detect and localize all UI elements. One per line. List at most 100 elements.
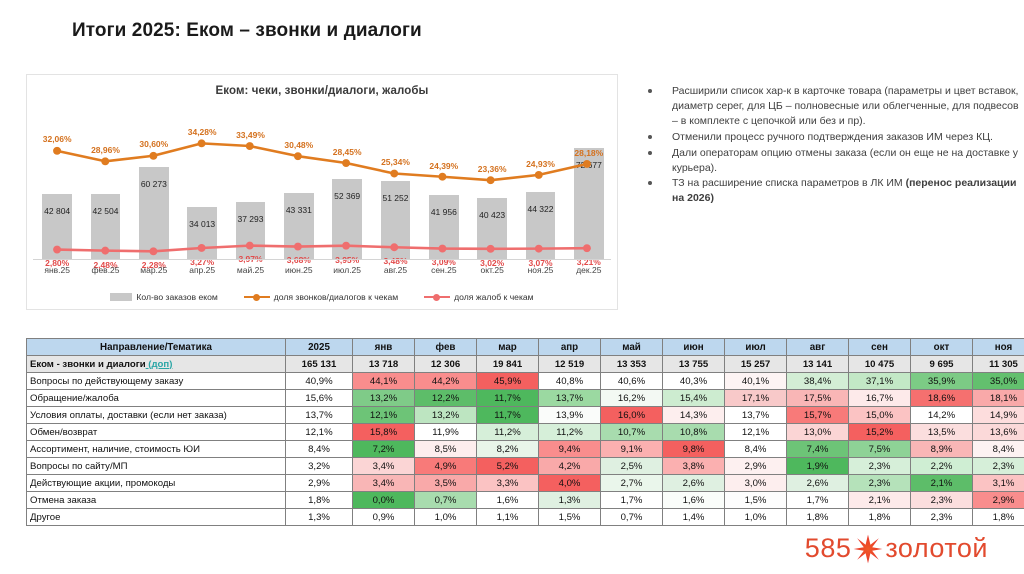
- legend-line-swatch: [424, 293, 451, 301]
- table-cell: 3,8%: [662, 457, 725, 475]
- table-cell: 4,2%: [538, 457, 601, 475]
- dop-link[interactable]: (доп): [145, 358, 173, 370]
- table-cell: 1,5%: [538, 508, 601, 526]
- table-header-янв: янв: [352, 338, 415, 356]
- table-cell: 1,1%: [476, 508, 539, 526]
- chart-point-label: 30,48%: [284, 139, 314, 150]
- table-cell: 8,4%: [285, 440, 353, 458]
- table-cell: 2,3%: [910, 491, 973, 509]
- table-row-label: Вопросы по сайту/МП: [26, 457, 286, 475]
- table-cell: 2,7%: [600, 474, 663, 492]
- chart-axis-line: [33, 259, 611, 260]
- table-row: Вопросы по сайту/МП 3,2% 3,4% 4,9% 5,2% 4,2% 2…: [26, 457, 1024, 475]
- table-cell: 1,6%: [476, 491, 539, 509]
- table-row-label: Обращение/жалоба: [26, 389, 286, 407]
- chart-point-label: 33,49%: [236, 129, 265, 140]
- table-cell: 15,7%: [786, 406, 849, 424]
- legend-item: доля звонков/диалогов к чекам: [243, 292, 398, 302]
- logo-word: золотой: [885, 533, 988, 563]
- table-cell: 2,9%: [724, 457, 787, 475]
- table-row: Другое 1,3% 0,9% 1,0% 1,1% 1,5% 0,7% 1,4% 1,0% 1,…: [26, 508, 1024, 526]
- chart-data-point: [582, 244, 591, 253]
- table-cell: 2,1%: [910, 474, 973, 492]
- table-header-row: Направление/Тематика 2025 янв фев мар апр май и…: [26, 338, 1024, 356]
- brand-logo: 585 золотой: [805, 533, 988, 564]
- table-row-label: Вопросы по действующему заказу: [26, 372, 286, 390]
- chart-bar-label: 41 956: [430, 207, 457, 218]
- chart-bar-label: 42 504: [92, 206, 119, 217]
- table-cell: 11,2%: [476, 423, 539, 441]
- table-row: Ассортимент, наличие, стоимость ЮИ 8,4% 7,…: [26, 440, 1024, 458]
- bullet-item: Отменили процесс ручного подтверждения з…: [640, 130, 1020, 145]
- table-row-label: Отмена заказа: [26, 491, 286, 509]
- starburst-icon: [853, 534, 883, 564]
- data-table: Направление/Тематика 2025 янв фев мар апр май и…: [26, 338, 1024, 526]
- chart-plot-area: 42 804 42 504 60 273 34 013 37 293 43 331 52 3…: [33, 105, 611, 270]
- table-cell: 15,0%: [848, 406, 911, 424]
- bullet-dot-icon: [648, 150, 652, 155]
- table-header-май: май: [600, 338, 663, 356]
- chart-bar-label: 51 252: [382, 193, 409, 204]
- chart-x-tick: май.25: [236, 265, 265, 275]
- table-row: Обращение/жалоба 15,6% 13,2% 12,2% 11,7% 13,7…: [26, 389, 1024, 407]
- chart-data-point: [390, 243, 399, 252]
- chart-x-tick: июл.25: [333, 265, 362, 275]
- table-cell: 17,5%: [786, 389, 849, 407]
- table-cell: 12,1%: [724, 423, 787, 441]
- table-cell: 10 475: [848, 355, 911, 373]
- chart-data-point: [245, 142, 254, 150]
- table-cell: 2,3%: [972, 457, 1024, 475]
- legend-item: Кол-во заказов еком: [110, 292, 218, 302]
- chart-point-label: 3,68%: [286, 255, 311, 266]
- bullet-item: ТЗ на расширение списка параметров в ЛК …: [640, 176, 1020, 206]
- chart-data-point: [197, 244, 206, 252]
- chart-data-point: [53, 146, 62, 155]
- table-row-label: Обмен/возврат: [26, 423, 286, 441]
- chart-point-label: 3,48%: [383, 256, 408, 267]
- table-cell: 1,4%: [662, 508, 725, 526]
- chart-point-label: 3,09%: [431, 257, 456, 268]
- chart-point-label: 24,39%: [429, 160, 459, 171]
- table-cell: 9,8%: [662, 440, 725, 458]
- table-cell: 5,2%: [476, 457, 539, 475]
- chart-x-tick: окт.25: [480, 265, 504, 275]
- table-cell: 37,1%: [848, 372, 911, 390]
- chart-data-point: [486, 176, 495, 185]
- chart-bar-label: 40 423: [479, 209, 506, 220]
- chart-bar: [138, 167, 169, 259]
- legend-bar-swatch: [110, 293, 133, 301]
- chart-bar-label: 52 369: [334, 191, 361, 202]
- table-cell: 7,4%: [786, 440, 849, 458]
- table-cell: 13 718: [352, 355, 415, 373]
- chart-point-label: 30,60%: [139, 139, 169, 150]
- chart-x-tick: ноя.25: [527, 265, 554, 275]
- chart-data-point: [438, 172, 447, 181]
- chart-x-tick: авг.25: [383, 265, 408, 275]
- chart-point-label: 2,48%: [93, 259, 118, 270]
- table-cell: 44,1%: [352, 372, 415, 390]
- table-cell: 3,1%: [972, 474, 1024, 492]
- table-cell: 0,9%: [352, 508, 415, 526]
- table-cell: 2,3%: [848, 474, 911, 492]
- bullet-dot-icon: [648, 181, 652, 186]
- bullet-dot-icon: [648, 89, 652, 93]
- table-body: Еком - звонки и диалоги (доп) 165 131 13 7…: [26, 355, 1024, 526]
- chart-x-tick: янв.25: [44, 265, 70, 275]
- table-cell: 165 131: [285, 355, 353, 373]
- chart-point-label: 3,07%: [528, 257, 553, 268]
- table-header-сен: сен: [848, 338, 911, 356]
- legend-label: доля жалоб к чекам: [454, 292, 534, 302]
- table-cell: 3,4%: [352, 474, 415, 492]
- table-cell: 1,0%: [724, 508, 787, 526]
- chart-data-point: [486, 244, 495, 253]
- table-cell: 15,6%: [285, 389, 353, 407]
- table-cell: 2,9%: [972, 491, 1024, 509]
- table-cell: 13,7%: [285, 406, 353, 424]
- table-cell: 15,8%: [352, 423, 415, 441]
- table-header-июл: июл: [724, 338, 787, 356]
- chart-data-point: [582, 159, 591, 168]
- chart-point-label: 28,45%: [332, 146, 362, 157]
- table-cell: 11,7%: [476, 389, 539, 407]
- table-cell: 1,5%: [724, 491, 787, 509]
- chart-point-label: 32,06%: [42, 134, 72, 145]
